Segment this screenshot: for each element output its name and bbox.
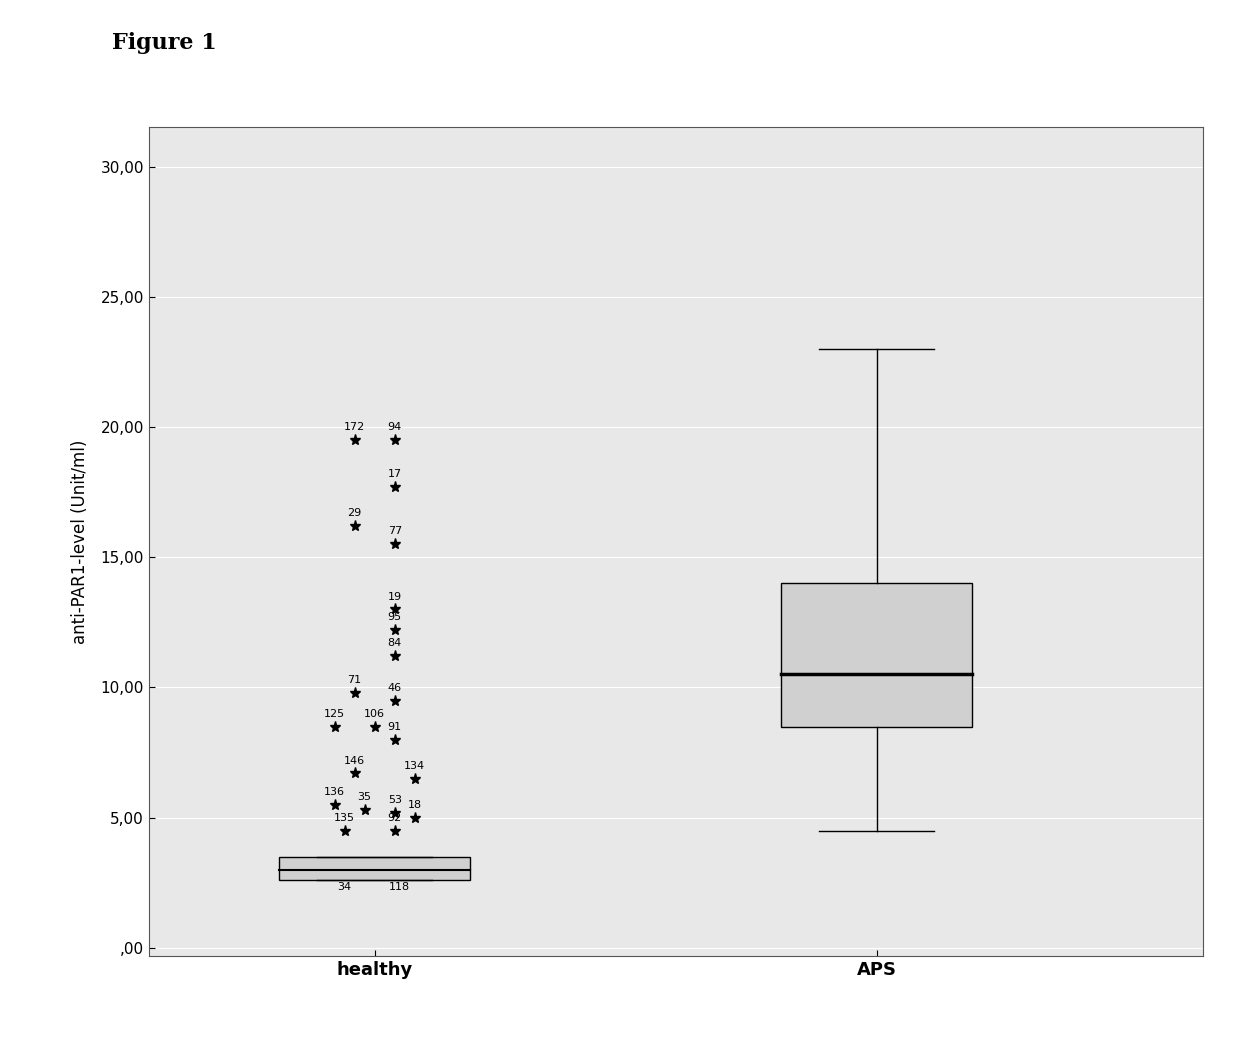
Text: 118: 118 (389, 883, 410, 892)
Text: 46: 46 (388, 683, 402, 692)
Text: 136: 136 (324, 787, 345, 796)
Bar (781, 583, 972, 726)
Bar (279, 857, 470, 880)
Text: 19: 19 (388, 592, 402, 601)
Text: 125: 125 (324, 708, 345, 719)
Text: 18: 18 (408, 800, 422, 810)
Text: 91: 91 (388, 722, 402, 732)
Text: 135: 135 (334, 812, 355, 823)
Text: 94: 94 (388, 423, 402, 432)
Text: 17: 17 (388, 469, 402, 479)
Text: 146: 146 (343, 756, 365, 766)
Text: 53: 53 (388, 794, 402, 805)
Text: 84: 84 (388, 638, 402, 649)
Text: 35: 35 (357, 792, 372, 802)
Text: 172: 172 (343, 423, 366, 432)
Text: 92: 92 (388, 812, 402, 823)
Text: 71: 71 (347, 674, 362, 685)
Text: 77: 77 (388, 527, 402, 536)
Text: 29: 29 (347, 509, 362, 518)
Y-axis label: anti-PAR1-level (Unit/ml): anti-PAR1-level (Unit/ml) (72, 440, 89, 644)
Text: 106: 106 (365, 708, 386, 719)
Text: Figure 1: Figure 1 (112, 32, 216, 54)
Text: 34: 34 (337, 883, 352, 892)
Text: 134: 134 (404, 760, 425, 771)
Text: 95: 95 (388, 613, 402, 622)
